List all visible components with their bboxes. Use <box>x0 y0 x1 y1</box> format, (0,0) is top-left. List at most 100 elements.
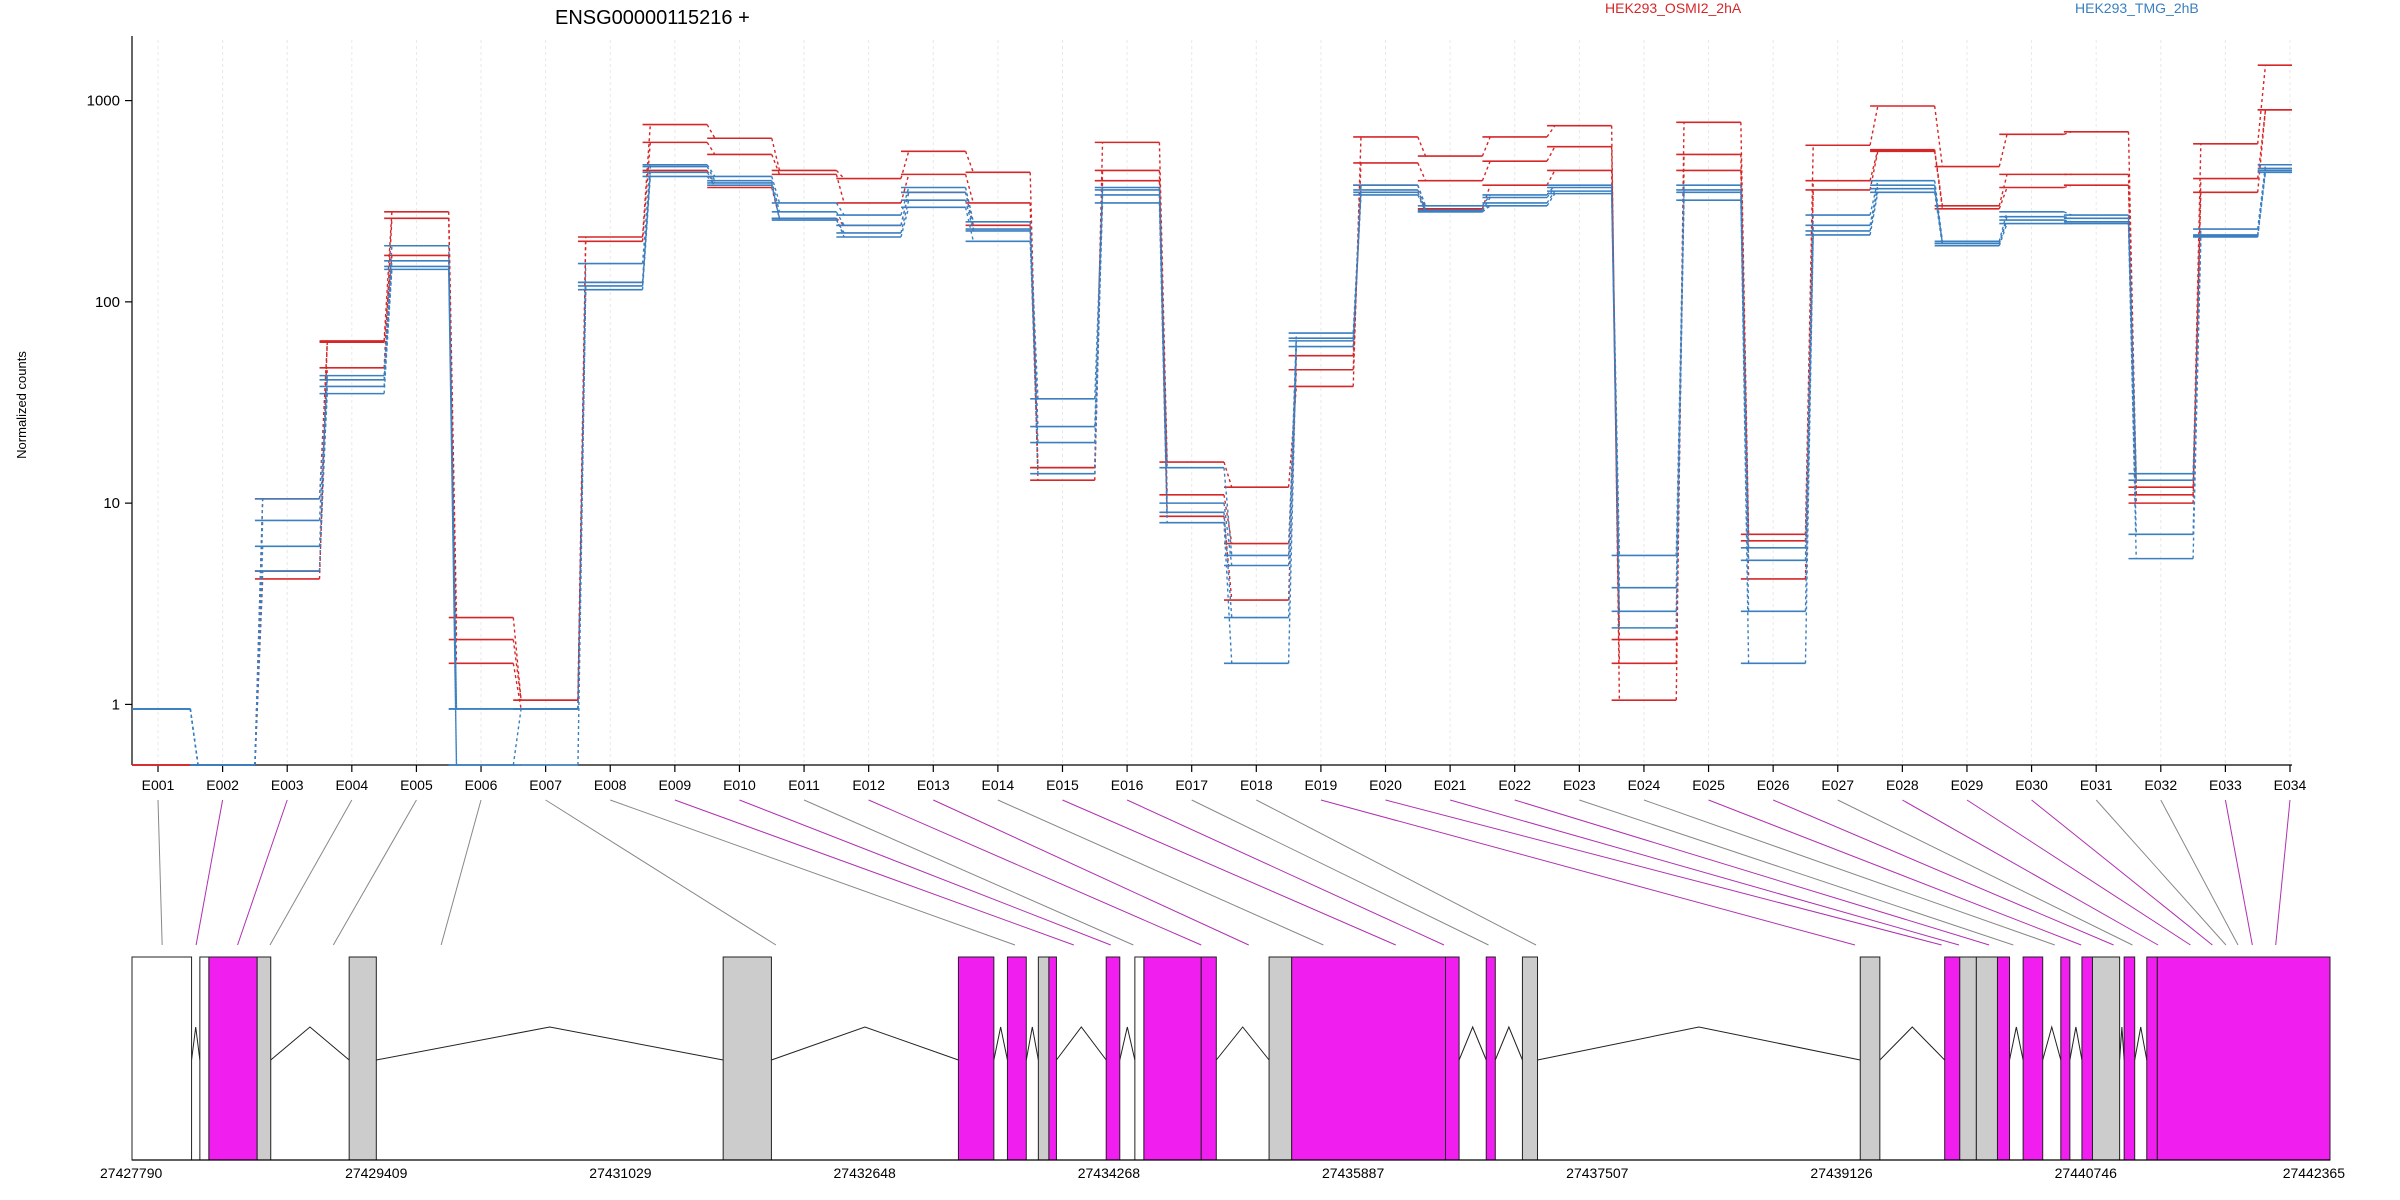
x-tick-label: E028 <box>1886 777 1919 793</box>
series-transition <box>706 171 716 184</box>
x-tick-label: E027 <box>1821 777 1854 793</box>
intron-line <box>1458 1025 1487 1061</box>
exon-connector <box>2160 799 2239 946</box>
series-transition <box>1481 160 1491 181</box>
x-tick-label: E004 <box>335 777 368 793</box>
exon-connector <box>269 799 353 946</box>
intron-line <box>1025 1026 1039 1061</box>
x-tick-label: E032 <box>2144 777 2177 793</box>
series-transition <box>318 375 328 499</box>
exon-block <box>2156 956 2331 1161</box>
x-tick-label: E022 <box>1498 777 1531 793</box>
exon-connector <box>1708 799 2082 946</box>
series-transition <box>1546 170 1556 186</box>
series-transition <box>1352 192 1362 341</box>
x-tick-label: E023 <box>1563 777 1596 793</box>
series-transition <box>706 164 716 177</box>
chart-title: ENSG00000115216 + <box>555 7 750 29</box>
exon-block <box>1268 956 1293 1161</box>
series-transition <box>964 192 975 226</box>
exon-block <box>1996 956 2011 1161</box>
axes: 1 10 100 1000 E001 E002 E003 E004 E005 E006 E007 E0… <box>87 36 2307 793</box>
series-transition <box>1158 194 1168 513</box>
x-tick-label: E007 <box>529 777 562 793</box>
exon-connector <box>1579 799 2014 946</box>
exon-block <box>1006 956 1027 1161</box>
exon-connector <box>1062 799 1396 946</box>
x-tick-label: E008 <box>594 777 627 793</box>
x-tick-label: E025 <box>1692 777 1725 793</box>
exon-connector <box>1966 799 2191 946</box>
series-transition <box>1029 230 1039 474</box>
exon-connector <box>739 799 1111 946</box>
x-tick-label: E011 <box>788 777 820 793</box>
x-tick-label: E003 <box>271 777 304 793</box>
exon-connector <box>1514 799 1990 946</box>
x-tick-label: E014 <box>982 777 1015 793</box>
intron-line <box>1119 1026 1136 1061</box>
x-tick-label: E010 <box>723 777 756 793</box>
exon-block <box>1521 956 1539 1161</box>
series-transition <box>1481 136 1491 157</box>
exon-block <box>1105 956 1121 1161</box>
x-tick-label: E016 <box>1111 777 1144 793</box>
series-transition <box>1546 125 1556 138</box>
series-transition <box>1417 184 1427 207</box>
genomic-tick-label: 27427790 <box>100 1165 163 1181</box>
series-transition <box>1546 146 1556 162</box>
intron-line <box>1494 1025 1523 1061</box>
series-transition <box>835 219 845 234</box>
series-transition <box>1740 189 1750 561</box>
series-transition <box>1804 225 1814 561</box>
x-tick-label: E033 <box>2209 777 2242 793</box>
intron-line <box>993 1026 1008 1061</box>
exon-connector <box>1772 799 2114 946</box>
series-transition <box>835 211 845 226</box>
exon-connector <box>933 799 1249 946</box>
series-transition <box>448 245 458 709</box>
series-transition <box>2257 65 2267 144</box>
intron-line <box>2042 1025 2062 1061</box>
series-transition <box>641 176 651 290</box>
series-transition <box>1287 333 1298 556</box>
series-transition <box>1417 189 1427 211</box>
series-transition <box>1546 190 1556 204</box>
exon-connector <box>157 799 163 946</box>
intron-line <box>1056 1026 1107 1061</box>
exon-connector <box>1449 799 1960 946</box>
series-transition <box>1933 185 1944 244</box>
series-transition <box>1740 200 1750 612</box>
series-transition <box>448 269 458 766</box>
series-transition <box>1998 219 2008 244</box>
series-transition <box>706 175 716 186</box>
x-tick-label: E018 <box>1240 777 1273 793</box>
x-tick-label: E029 <box>1951 777 1984 793</box>
exon-connector <box>1256 799 1537 946</box>
intron-line <box>1879 1026 1946 1061</box>
exon-connector <box>195 799 224 946</box>
x-tick-label: E020 <box>1369 777 1402 793</box>
exon-block <box>1134 956 1145 1161</box>
series-transition <box>1094 194 1104 474</box>
gene-model <box>131 956 2331 1161</box>
series-transition <box>448 218 458 640</box>
series-transition <box>771 176 781 204</box>
intron-line <box>376 1026 724 1061</box>
x-tick-label: E021 <box>1434 777 1467 793</box>
series-transition <box>1869 105 1879 146</box>
exon-connector <box>1837 799 2133 946</box>
exon-block <box>1859 956 1881 1161</box>
y-axis-label: Normalized counts <box>14 351 29 459</box>
exon-connector <box>2224 799 2253 946</box>
x-tick-label: E026 <box>1757 777 1790 793</box>
series-transition <box>1352 189 1362 339</box>
genomic-tick-label: 27437507 <box>1566 1165 1629 1181</box>
series-transition <box>641 124 651 238</box>
series-transition <box>1998 223 2008 246</box>
exon-connector <box>868 799 1202 946</box>
series-transition <box>577 285 587 766</box>
series-transition <box>641 172 651 286</box>
series-transition <box>2257 109 2267 193</box>
intron-line <box>2009 1026 2024 1061</box>
